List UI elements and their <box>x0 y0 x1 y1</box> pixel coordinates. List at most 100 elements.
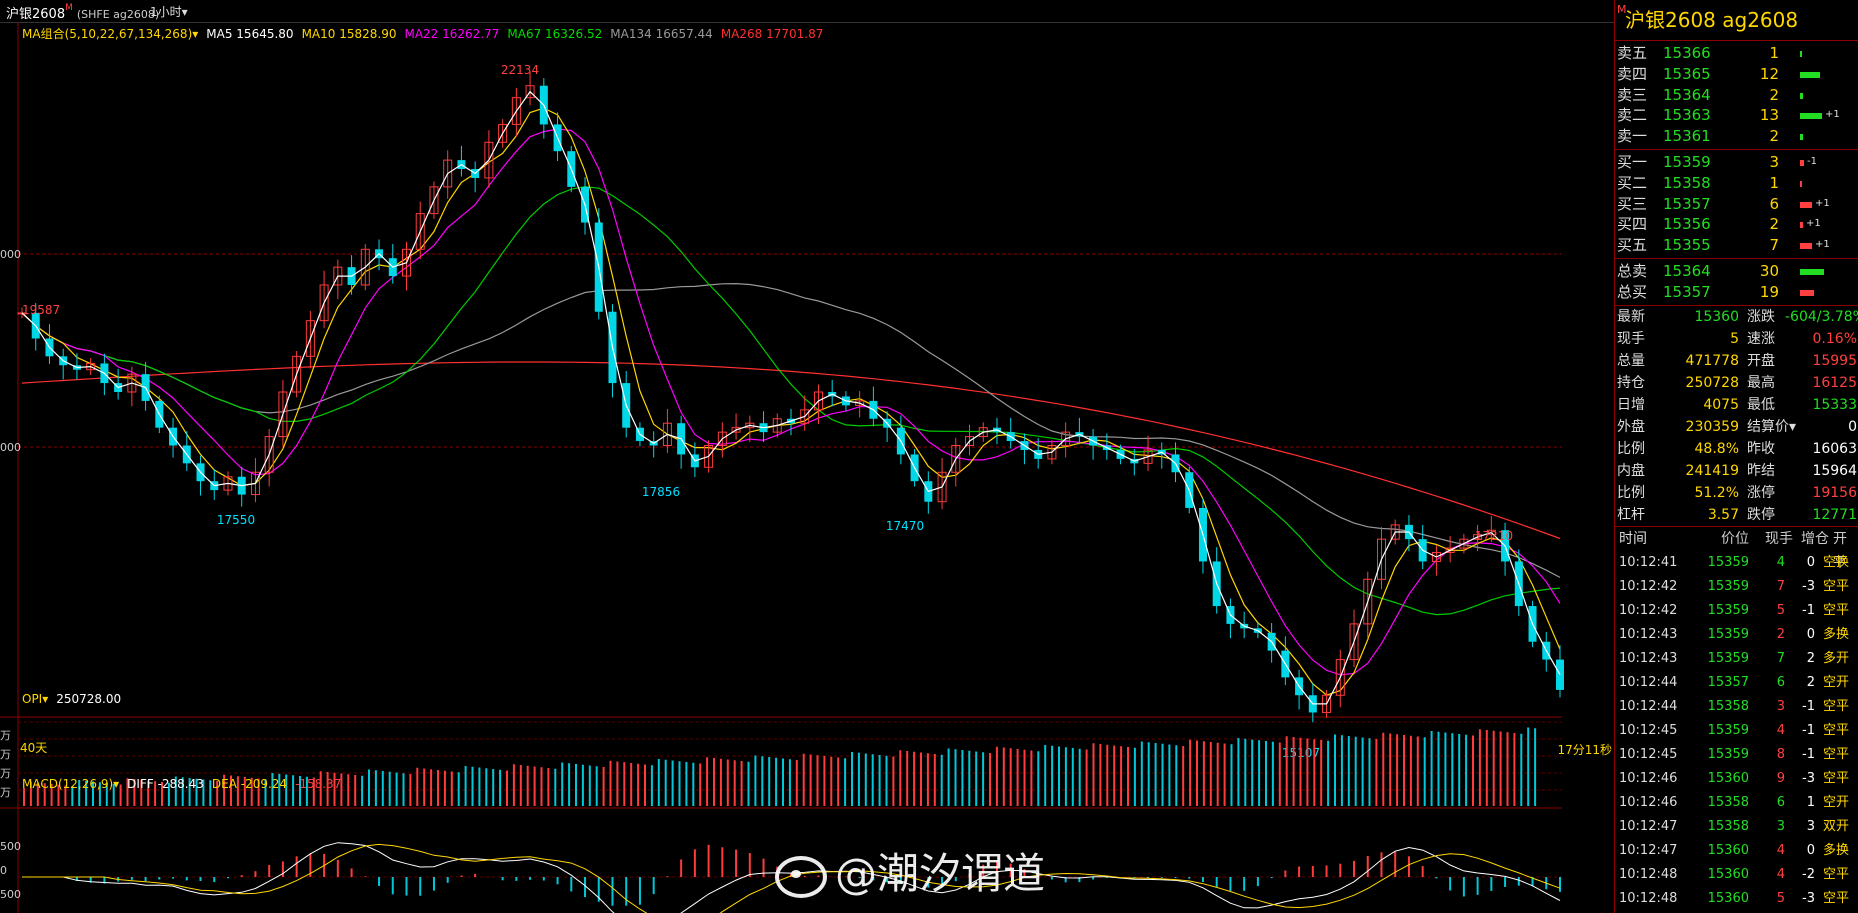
tick-time: 10:12:44 <box>1619 674 1678 690</box>
candle-body <box>484 141 494 179</box>
bids-price: 15355 <box>1663 236 1711 255</box>
stat-value: 15333 <box>1812 396 1857 413</box>
candle-body <box>1061 431 1071 447</box>
tick-oi-change: 3 <box>1806 818 1815 834</box>
ma-legend-item[interactable]: MA134 16657.44 <box>610 27 713 41</box>
candle-body <box>443 159 453 188</box>
stat-label: 持仓 <box>1617 374 1645 391</box>
stat-value: 15995 <box>1812 352 1857 369</box>
weibo-logo-icon <box>775 855 827 898</box>
tick-volume: 3 <box>1776 698 1785 714</box>
tick-row[interactable]: 10:12:47 15358 3 3 双开 <box>1615 815 1858 839</box>
tick-price: 15358 <box>1707 818 1749 834</box>
stat-label: 最高 <box>1747 374 1775 391</box>
opi-name[interactable]: OPI▾ <box>22 692 49 706</box>
tick-row[interactable]: 10:12:48 15360 5 -3 空平 <box>1615 887 1858 911</box>
tick-oi-change: 0 <box>1806 842 1815 858</box>
tick-type: 多开 <box>1823 650 1850 666</box>
panel-marker: M <box>1617 3 1627 16</box>
tick-row[interactable]: 10:12:41 15359 4 0 空换 <box>1615 551 1858 575</box>
th-type: 开平 <box>1833 530 1847 571</box>
tick-volume: 7 <box>1776 650 1785 666</box>
tick-row[interactable]: 10:12:42 15359 7 -3 空平 <box>1615 575 1858 599</box>
ma-legend-item[interactable]: MA268 17701.87 <box>720 27 824 41</box>
bid-book: 买一 15359 3 -1 买二 15358 1 买三 15357 6 +1 买四 15356 2 +1 买五… <box>1615 150 1858 259</box>
tick-price: 15357 <box>1707 674 1749 690</box>
totals-row[interactable]: 总卖 15364 30 <box>1615 261 1858 282</box>
macd-legend[interactable]: MACD(12,26,9)▾ DIFF -288.43 DEA -209.24 -15… <box>22 777 349 791</box>
bids-label: 买四 <box>1617 215 1648 234</box>
kline-chart[interactable]: 000000万万万万500050022134195871755017856174… <box>0 22 1612 913</box>
asks-row[interactable]: 卖二 15363 13 +1 <box>1615 105 1858 126</box>
tick-row[interactable]: 10:12:45 15359 4 -1 空平 <box>1615 719 1858 743</box>
totals-row[interactable]: 总买 15357 19 <box>1615 282 1858 303</box>
stat-label: 日增 <box>1617 396 1645 413</box>
stat-value: 241419 <box>1685 462 1739 479</box>
candle-body <box>498 123 508 143</box>
tick-row[interactable]: 10:12:42 15359 5 -1 空平 <box>1615 599 1858 623</box>
tick-type: 空平 <box>1823 578 1850 594</box>
candle-body <box>662 422 672 447</box>
candle-body <box>800 409 810 424</box>
ma-legend-item[interactable]: MA67 16326.52 <box>507 27 603 41</box>
stat-value: 250728 <box>1685 374 1739 391</box>
bids-change: +1 <box>1806 218 1821 230</box>
asks-row[interactable]: 卖一 15361 2 <box>1615 126 1858 147</box>
stat-label: 涨跌 <box>1747 308 1775 325</box>
main-marker: M <box>65 3 73 13</box>
ma-legend-item[interactable]: MA组合(5,10,22,67,134,268)▾ <box>22 27 199 41</box>
candle-body <box>264 436 274 473</box>
tick-row[interactable]: 10:12:44 15358 3 -1 空平 <box>1615 695 1858 719</box>
chart-area[interactable]: 000 000 万万万万 500 0 500 22134 19587 17550 17856 174… <box>0 22 1612 913</box>
opi-y-label: 万 <box>0 729 11 742</box>
tick-volume: 3 <box>1776 818 1785 834</box>
tick-row[interactable]: 10:12:46 15358 6 1 空开 <box>1615 791 1858 815</box>
candle-body <box>1473 534 1483 540</box>
ma-legend[interactable]: MA组合(5,10,22,67,134,268)▾ MA5 15645.80 MA1… <box>22 25 831 42</box>
stat-row: 最新 15360 涨跌 -604/3.78% <box>1615 306 1858 328</box>
period-selector[interactable]: 1小时▾ <box>150 5 188 19</box>
bids-row[interactable]: 买五 15355 7 +1 <box>1615 235 1858 256</box>
tick-row[interactable]: 10:12:45 15359 8 -1 空平 <box>1615 743 1858 767</box>
tick-row[interactable]: 10:12:47 15360 4 0 多换 <box>1615 839 1858 863</box>
opi-legend[interactable]: OPI▾ 250728.00 <box>22 692 129 706</box>
candle-body <box>305 320 315 357</box>
bids-row[interactable]: 买二 15358 1 <box>1615 173 1858 194</box>
ma10-line <box>21 107 1561 696</box>
tick-list[interactable]: 时间 价位 现手 增仓 开平 10:12:41 15359 4 0 空换 10:12:42… <box>1615 525 1858 911</box>
tick-oi-change: 1 <box>1806 794 1815 810</box>
stat-label: 速涨 <box>1747 330 1775 347</box>
tick-type: 空开 <box>1823 674 1850 690</box>
ma134-line <box>21 282 1561 578</box>
bids-row[interactable]: 买三 15357 6 +1 <box>1615 194 1858 215</box>
tick-row[interactable]: 10:12:46 15360 9 -3 空平 <box>1615 767 1858 791</box>
ma-legend-item[interactable]: MA5 15645.80 <box>206 27 294 41</box>
asks-row[interactable]: 卖五 15366 1 <box>1615 43 1858 64</box>
tick-volume: 5 <box>1776 890 1785 906</box>
stat-label[interactable]: 结算价▾ <box>1747 418 1797 435</box>
tick-oi-change: -1 <box>1802 602 1815 618</box>
candle-body <box>745 422 755 429</box>
tick-row[interactable]: 10:12:43 15359 2 0 多换 <box>1615 623 1858 647</box>
bids-row[interactable]: 买四 15356 2 +1 <box>1615 214 1858 235</box>
symbol-title[interactable]: 沪银2608M (SHFE ag2608) <box>6 3 159 22</box>
bids-volume: 7 <box>1769 236 1779 255</box>
bids-row[interactable]: 买一 15359 3 -1 <box>1615 152 1858 173</box>
ma-legend-item[interactable]: MA10 15828.90 <box>301 27 397 41</box>
asks-depth-bar <box>1800 51 1802 57</box>
countdown-label: 17分11秒 <box>1557 743 1612 757</box>
tick-row[interactable]: 10:12:44 15357 6 2 空开 <box>1615 671 1858 695</box>
macd-name[interactable]: MACD(12,26,9)▾ <box>22 777 120 791</box>
stat-value: 0 <box>1848 418 1857 435</box>
tick-row[interactable]: 10:12:43 15359 7 2 多开 <box>1615 647 1858 671</box>
candle-body <box>292 355 302 393</box>
ma-legend-item[interactable]: MA22 16262.77 <box>404 27 500 41</box>
asks-row[interactable]: 卖三 15364 2 <box>1615 85 1858 106</box>
symbol-name: 沪银2608 <box>6 7 66 22</box>
tick-type: 多换 <box>1823 842 1850 858</box>
tick-row[interactable]: 10:12:48 15360 4 -2 空平 <box>1615 863 1858 887</box>
tick-time: 10:12:45 <box>1619 722 1678 738</box>
tick-time: 10:12:46 <box>1619 770 1678 786</box>
asks-row[interactable]: 卖四 15365 12 <box>1615 64 1858 85</box>
ma67-line <box>21 186 1561 616</box>
